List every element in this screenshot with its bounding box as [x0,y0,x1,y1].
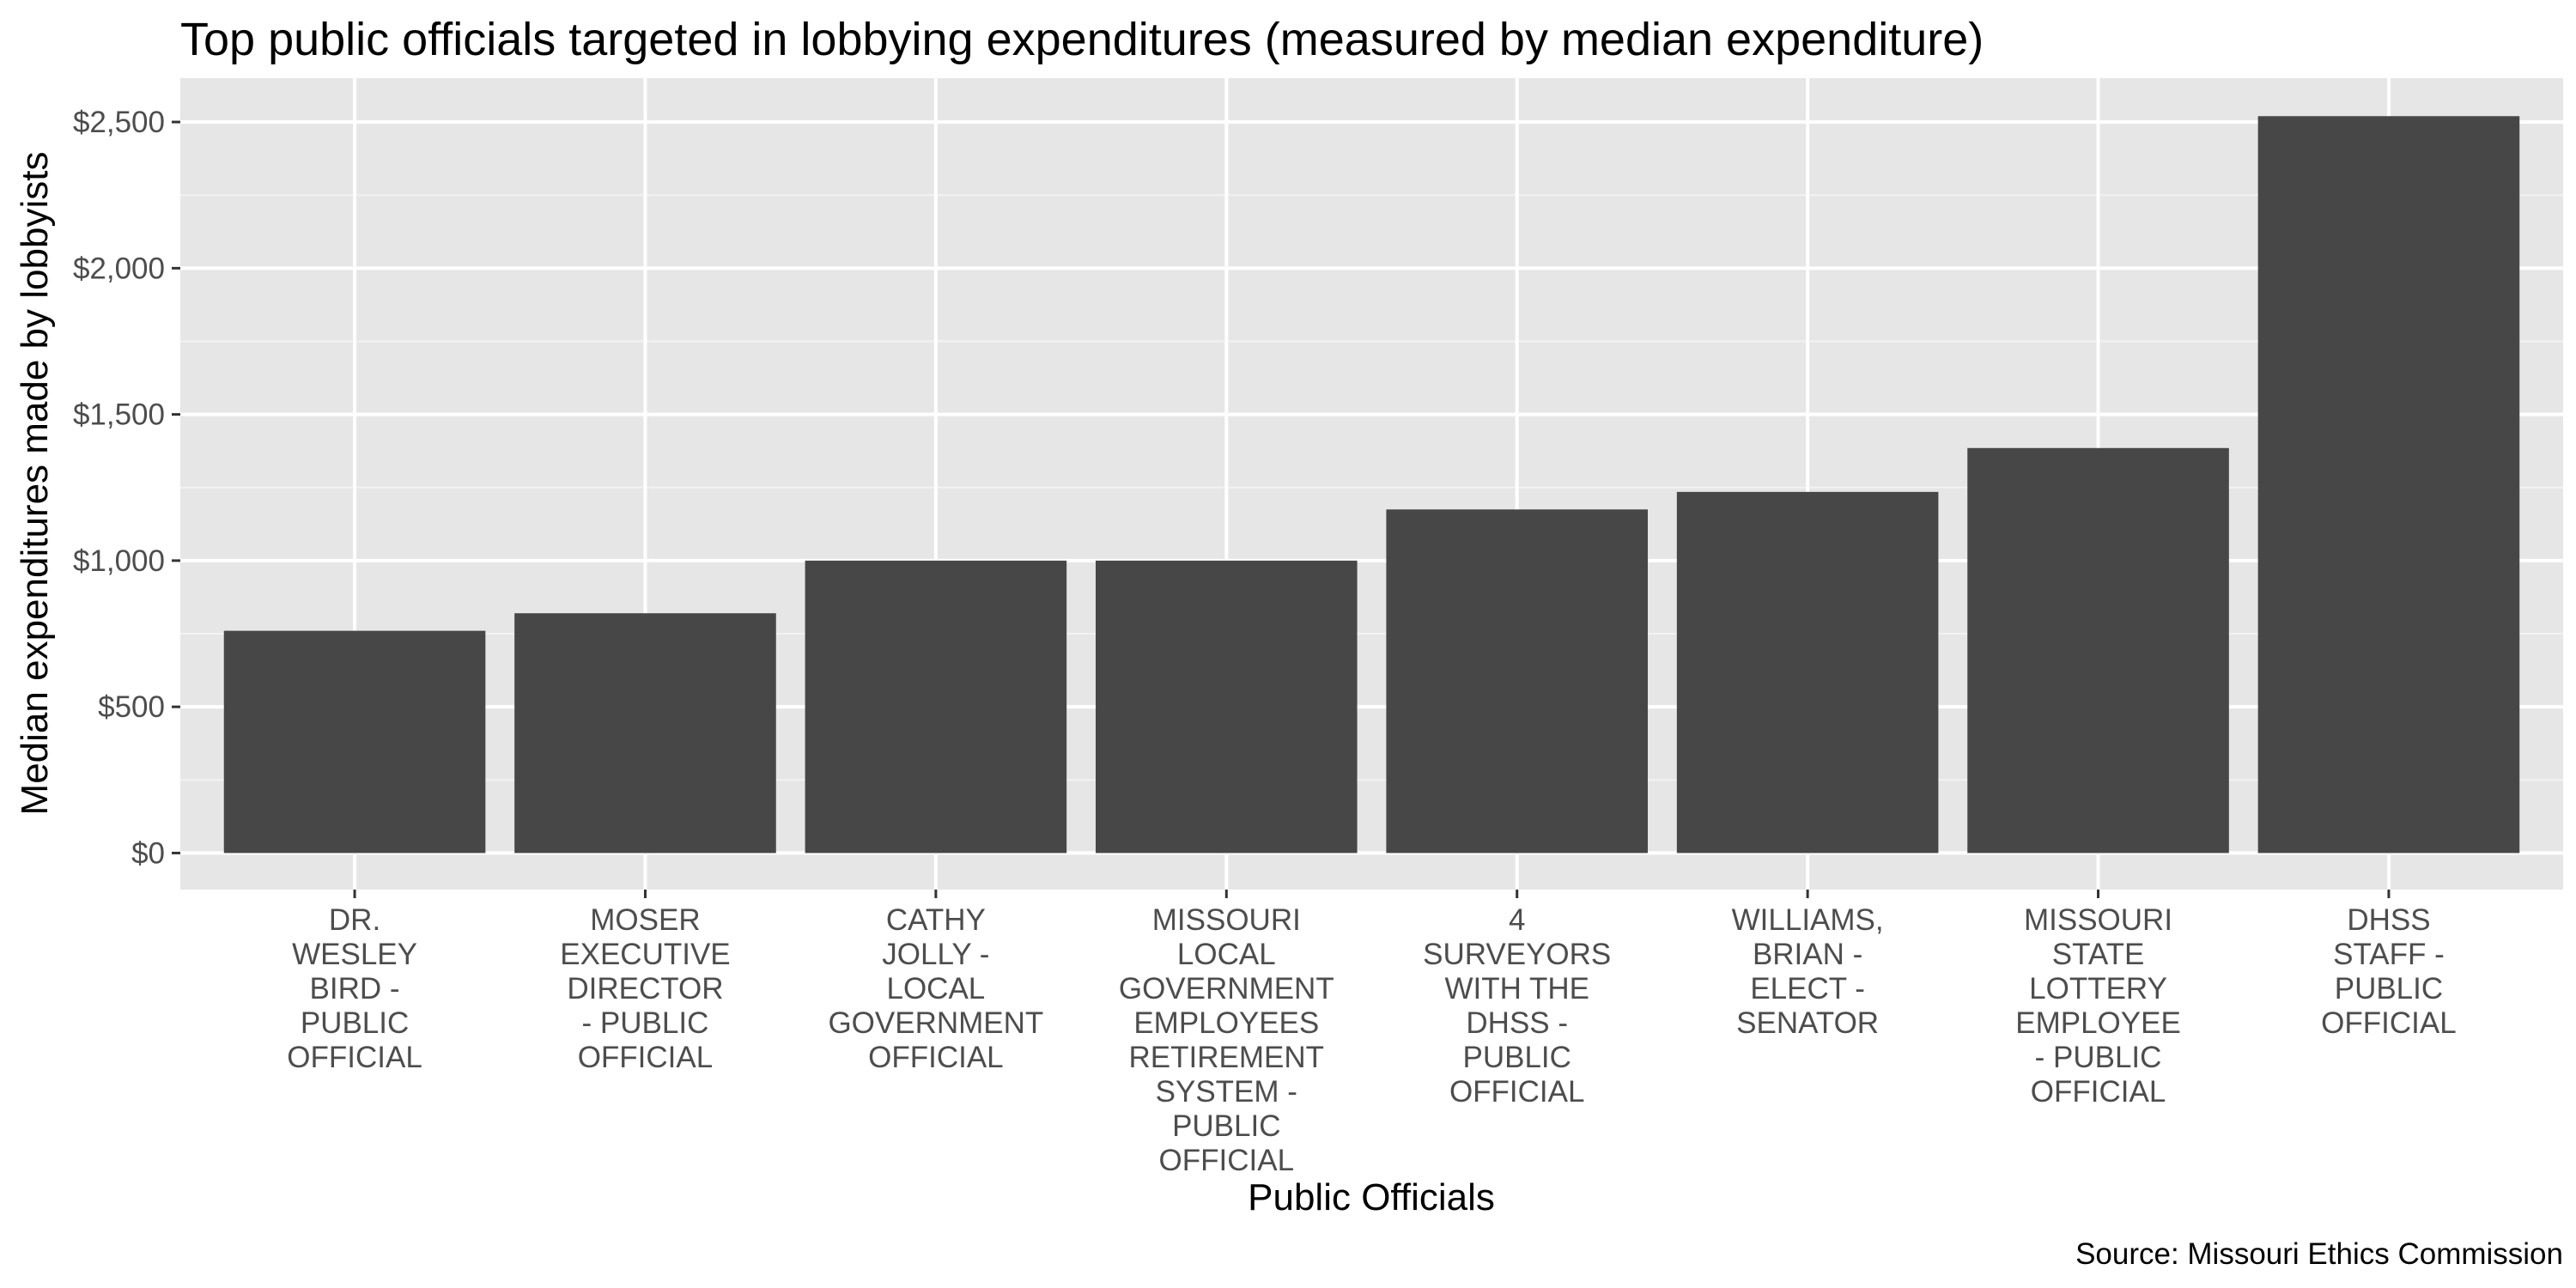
x-tick-label-line: GOVERNMENT [1119,972,1334,1005]
x-tick-label-line: EMPLOYEE [2015,1006,2181,1040]
x-tick-label-line: OFFICIAL [1449,1075,1585,1109]
x-tick-label: WILLIAMS, BRIAN -ELECT -SENATOR [1732,903,1884,1040]
x-tick-label-line: OFFICIAL [287,1041,422,1074]
x-axis-title: Public Officials [1248,1176,1495,1218]
x-tick-label-line: LOTTERY [2029,972,2167,1005]
x-tick-label-line: OFFICIAL [2031,1075,2166,1109]
x-tick-label-line: STATE [2052,938,2145,971]
bar [1967,447,2229,854]
x-tick-label-line: RETIREMENT [1129,1041,1325,1074]
y-tick-label: $1,000 [73,544,165,578]
x-tick-label-line: JOLLY - [882,938,989,971]
x-tick-label-line: DHSS [2347,903,2430,937]
y-axis-ticks: $0 $500 $1,000 $1,500 $2,000 $2,500 [73,106,180,870]
x-tick-label-line: DHSS - [1466,1006,1568,1040]
x-tick-label-line: - PUBLIC [2035,1041,2162,1074]
x-tick-label-line: 4 [1509,903,1525,937]
x-tick-label-line: EXECUTIVE [560,938,730,971]
source-caption: Source: Missouri Ethics Commission [2075,1237,2563,1271]
bar [514,613,776,854]
bar [1676,491,1939,854]
x-tick-label-line: SYSTEM - [1156,1075,1297,1109]
bar [1096,560,1358,854]
chart-title: Top public officials targeted in lobbyin… [180,14,1984,65]
x-tick-label-line: GOVERNMENT [828,1006,1043,1040]
x-tick-label-line: - PUBLIC [582,1006,709,1040]
x-tick-label-line: PUBLIC [1172,1109,1280,1143]
x-tick-label-line: ELECT - [1750,972,1865,1005]
y-tick-label: $1,500 [73,398,165,432]
x-tick-label-line: OFFICIAL [868,1041,1004,1074]
x-tick-label-line: BIRD - [310,972,400,1005]
x-tick-label: MISSOURI LOCAL GOVERNMENT EMPLOYEES RETIREME… [1119,903,1334,1177]
x-tick-label-line: WESLEY [292,938,417,971]
x-tick-label-line: WILLIAMS, [1732,903,1884,937]
y-tick-label: $0 [131,836,165,870]
x-tick-label-line: DR. [329,903,380,937]
x-tick-label-line: OFFICIAL [1159,1144,1295,1177]
x-tick-label-line: SURVEYORS [1423,938,1611,971]
x-tick-label-line: OFFICIAL [578,1041,714,1074]
bar [223,630,486,854]
y-axis-title: Median expenditures made by lobbyists [14,152,56,816]
y-tick-label: $2,000 [73,252,165,285]
x-tick-label-line: PUBLIC [1462,1041,1571,1074]
y-tick-label: $2,500 [73,106,165,139]
x-tick-label-line: WITH THE [1444,972,1589,1005]
x-tick-label-line: PUBLIC [301,1006,409,1040]
x-tick-label: MISSOURI STATE LOTTERY EMPLOYEE - PUBLIC OFFI… [2015,903,2181,1109]
x-tick-label-line: STAFF - [2333,938,2445,971]
x-tick-label-line: MOSER [590,903,700,937]
x-tick-label-line: LOCAL [1177,938,1276,971]
x-tick-label-line: LOCAL [886,972,985,1005]
bars [223,116,2520,854]
x-tick-label-line: MISSOURI [1152,903,1301,937]
x-tick-label-line: SENATOR [1736,1006,1879,1040]
x-tick-label: 4 SURVEYORS WITH THE DHSS -PUBLIC OFFICIAL [1423,903,1611,1109]
x-tick-label: DR. WESLEY BIRD -PUBLIC OFFICIAL [287,903,422,1074]
bar [1386,509,1648,854]
y-tick-label: $500 [98,690,165,724]
bar [2257,116,2520,854]
x-tick-label: CATHY JOLLY -LOCAL GOVERNMENT OFFICIAL [828,903,1043,1074]
x-tick-label-line: DIRECTOR [567,972,723,1005]
x-tick-label-line: PUBLIC [2335,972,2443,1005]
bar [805,560,1067,854]
x-tick-label-line: CATHY [886,903,986,937]
x-tick-label-line: MISSOURI [2024,903,2172,937]
x-tick-label: DHSS STAFF -PUBLIC OFFICIAL [2321,903,2457,1040]
x-tick-label-line: EMPLOYEES [1133,1006,1319,1040]
x-tick-label-line: BRIAN - [1753,938,1862,971]
x-tick-label-line: OFFICIAL [2321,1006,2457,1040]
x-tick-label: MOSER EXECUTIVE DIRECTOR - PUBLIC OFFICIAL [560,903,730,1074]
